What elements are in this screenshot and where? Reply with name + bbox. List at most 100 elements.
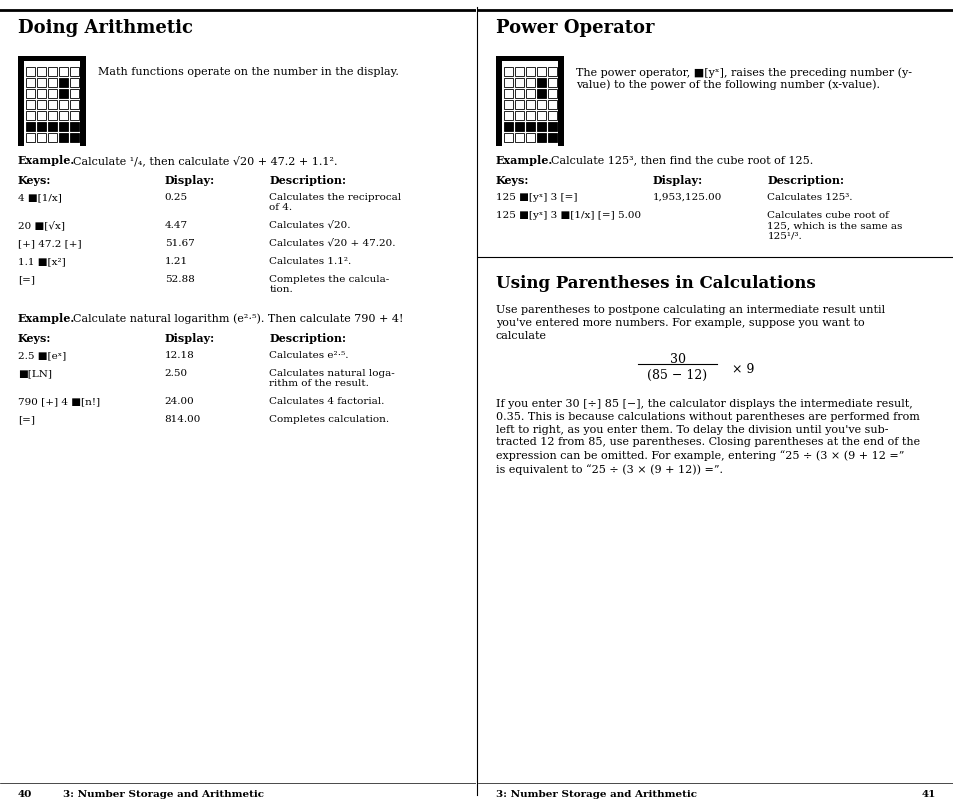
Bar xyxy=(547,101,557,110)
Bar xyxy=(59,134,68,143)
Text: 814.00: 814.00 xyxy=(165,414,201,423)
Text: Calculates 1.1².: Calculates 1.1². xyxy=(269,257,352,266)
Text: Calculate 125³, then find the cube root of 125.: Calculate 125³, then find the cube root … xyxy=(550,155,812,165)
Text: 790 [+] 4 ■[n!]: 790 [+] 4 ■[n!] xyxy=(18,397,100,406)
Text: Completes the calcula-
tion.: Completes the calcula- tion. xyxy=(269,275,390,294)
Bar xyxy=(515,79,523,88)
Text: [+] 47.2 [+]: [+] 47.2 [+] xyxy=(18,238,82,247)
Bar xyxy=(515,90,523,99)
Bar xyxy=(503,101,513,110)
Bar xyxy=(503,68,513,77)
Bar xyxy=(547,112,557,120)
Text: Calculates 4 factorial.: Calculates 4 factorial. xyxy=(269,397,384,406)
Text: 125 ■[yˣ] 3 [=]: 125 ■[yˣ] 3 [=] xyxy=(496,193,577,202)
Bar xyxy=(70,68,79,77)
Bar xyxy=(537,101,545,110)
Bar xyxy=(537,79,545,88)
Text: Calculates √20 + 47.20.: Calculates √20 + 47.20. xyxy=(269,238,395,247)
Text: Calculates e²⋅⁵.: Calculates e²⋅⁵. xyxy=(269,351,349,360)
Text: [=]: [=] xyxy=(18,275,35,283)
Bar xyxy=(537,112,545,120)
Bar xyxy=(48,123,57,132)
Text: (85 − 12): (85 − 12) xyxy=(647,369,707,381)
Text: 0.25: 0.25 xyxy=(165,193,188,202)
Bar xyxy=(515,134,523,143)
Bar xyxy=(59,101,68,110)
Text: Example.: Example. xyxy=(496,155,553,165)
Text: 24.00: 24.00 xyxy=(165,397,194,406)
Bar xyxy=(537,123,545,132)
Text: Description:: Description: xyxy=(766,175,843,185)
Text: × 9: × 9 xyxy=(732,362,754,376)
Text: Display:: Display: xyxy=(652,175,702,185)
Text: Power Operator: Power Operator xyxy=(496,19,654,37)
Bar xyxy=(26,101,35,110)
Bar xyxy=(59,123,68,132)
Bar xyxy=(525,101,535,110)
Text: 1.21: 1.21 xyxy=(165,257,188,266)
Bar xyxy=(26,134,35,143)
Bar xyxy=(503,79,513,88)
Text: Calculates the reciprocal
of 4.: Calculates the reciprocal of 4. xyxy=(269,193,401,212)
Text: 1.1 ■[x²]: 1.1 ■[x²] xyxy=(18,257,66,266)
Bar xyxy=(525,90,535,99)
Text: you've entered more numbers. For example, suppose you want to: you've entered more numbers. For example… xyxy=(496,318,863,328)
Text: Description:: Description: xyxy=(269,332,346,344)
Bar xyxy=(70,112,79,120)
Bar xyxy=(59,112,68,120)
Bar xyxy=(37,134,46,143)
Text: Calculate ¹/₄, then calculate √20 + 47.2 + 1.1².: Calculate ¹/₄, then calculate √20 + 47.2… xyxy=(72,155,337,165)
Bar xyxy=(515,112,523,120)
Bar xyxy=(26,112,35,120)
Text: 12.18: 12.18 xyxy=(165,351,194,360)
Bar xyxy=(525,68,535,77)
Text: 4 ■[1/x]: 4 ■[1/x] xyxy=(18,193,62,202)
Bar xyxy=(70,134,79,143)
Text: 2.50: 2.50 xyxy=(165,369,188,377)
Text: 2.5 ■[eˣ]: 2.5 ■[eˣ] xyxy=(18,351,66,360)
Bar xyxy=(18,57,86,62)
Text: Display:: Display: xyxy=(165,175,214,185)
Bar xyxy=(48,90,57,99)
Bar xyxy=(37,68,46,77)
Text: Doing Arithmetic: Doing Arithmetic xyxy=(18,19,193,37)
Text: Keys:: Keys: xyxy=(496,175,529,185)
Text: ■[LN]: ■[LN] xyxy=(18,369,51,377)
Bar xyxy=(503,112,513,120)
Bar xyxy=(26,68,35,77)
Bar xyxy=(37,123,46,132)
Bar xyxy=(48,112,57,120)
Bar xyxy=(547,134,557,143)
Bar xyxy=(547,68,557,77)
Bar xyxy=(37,90,46,99)
Bar xyxy=(525,123,535,132)
Text: 3: Number Storage and Arithmetic: 3: Number Storage and Arithmetic xyxy=(496,789,697,798)
Text: Calculates 125³.: Calculates 125³. xyxy=(766,193,852,202)
Text: 40: 40 xyxy=(18,789,32,798)
Bar xyxy=(547,123,557,132)
Bar xyxy=(37,101,46,110)
Text: The power operator, ■[yˣ], raises the preceding number (y-: The power operator, ■[yˣ], raises the pr… xyxy=(576,67,911,77)
Text: 125 ■[yˣ] 3 ■[1/x] [=] 5.00: 125 ■[yˣ] 3 ■[1/x] [=] 5.00 xyxy=(496,210,640,220)
Text: Math functions operate on the number in the display.: Math functions operate on the number in … xyxy=(98,67,398,77)
Text: Keys:: Keys: xyxy=(18,332,51,344)
Text: Display:: Display: xyxy=(165,332,214,344)
Bar xyxy=(547,90,557,99)
Bar xyxy=(503,90,513,99)
Bar xyxy=(48,79,57,88)
Bar xyxy=(26,79,35,88)
Bar xyxy=(70,79,79,88)
Bar xyxy=(48,134,57,143)
Bar xyxy=(525,134,535,143)
Text: 20 ■[√x]: 20 ■[√x] xyxy=(18,221,65,230)
Text: Example.: Example. xyxy=(18,155,75,165)
Bar xyxy=(537,68,545,77)
Text: 41: 41 xyxy=(921,789,935,798)
Bar xyxy=(37,79,46,88)
Bar xyxy=(48,68,57,77)
Text: Keys:: Keys: xyxy=(18,175,51,185)
Bar xyxy=(48,101,57,110)
Bar xyxy=(503,134,513,143)
Bar xyxy=(496,57,563,62)
Bar xyxy=(26,123,35,132)
